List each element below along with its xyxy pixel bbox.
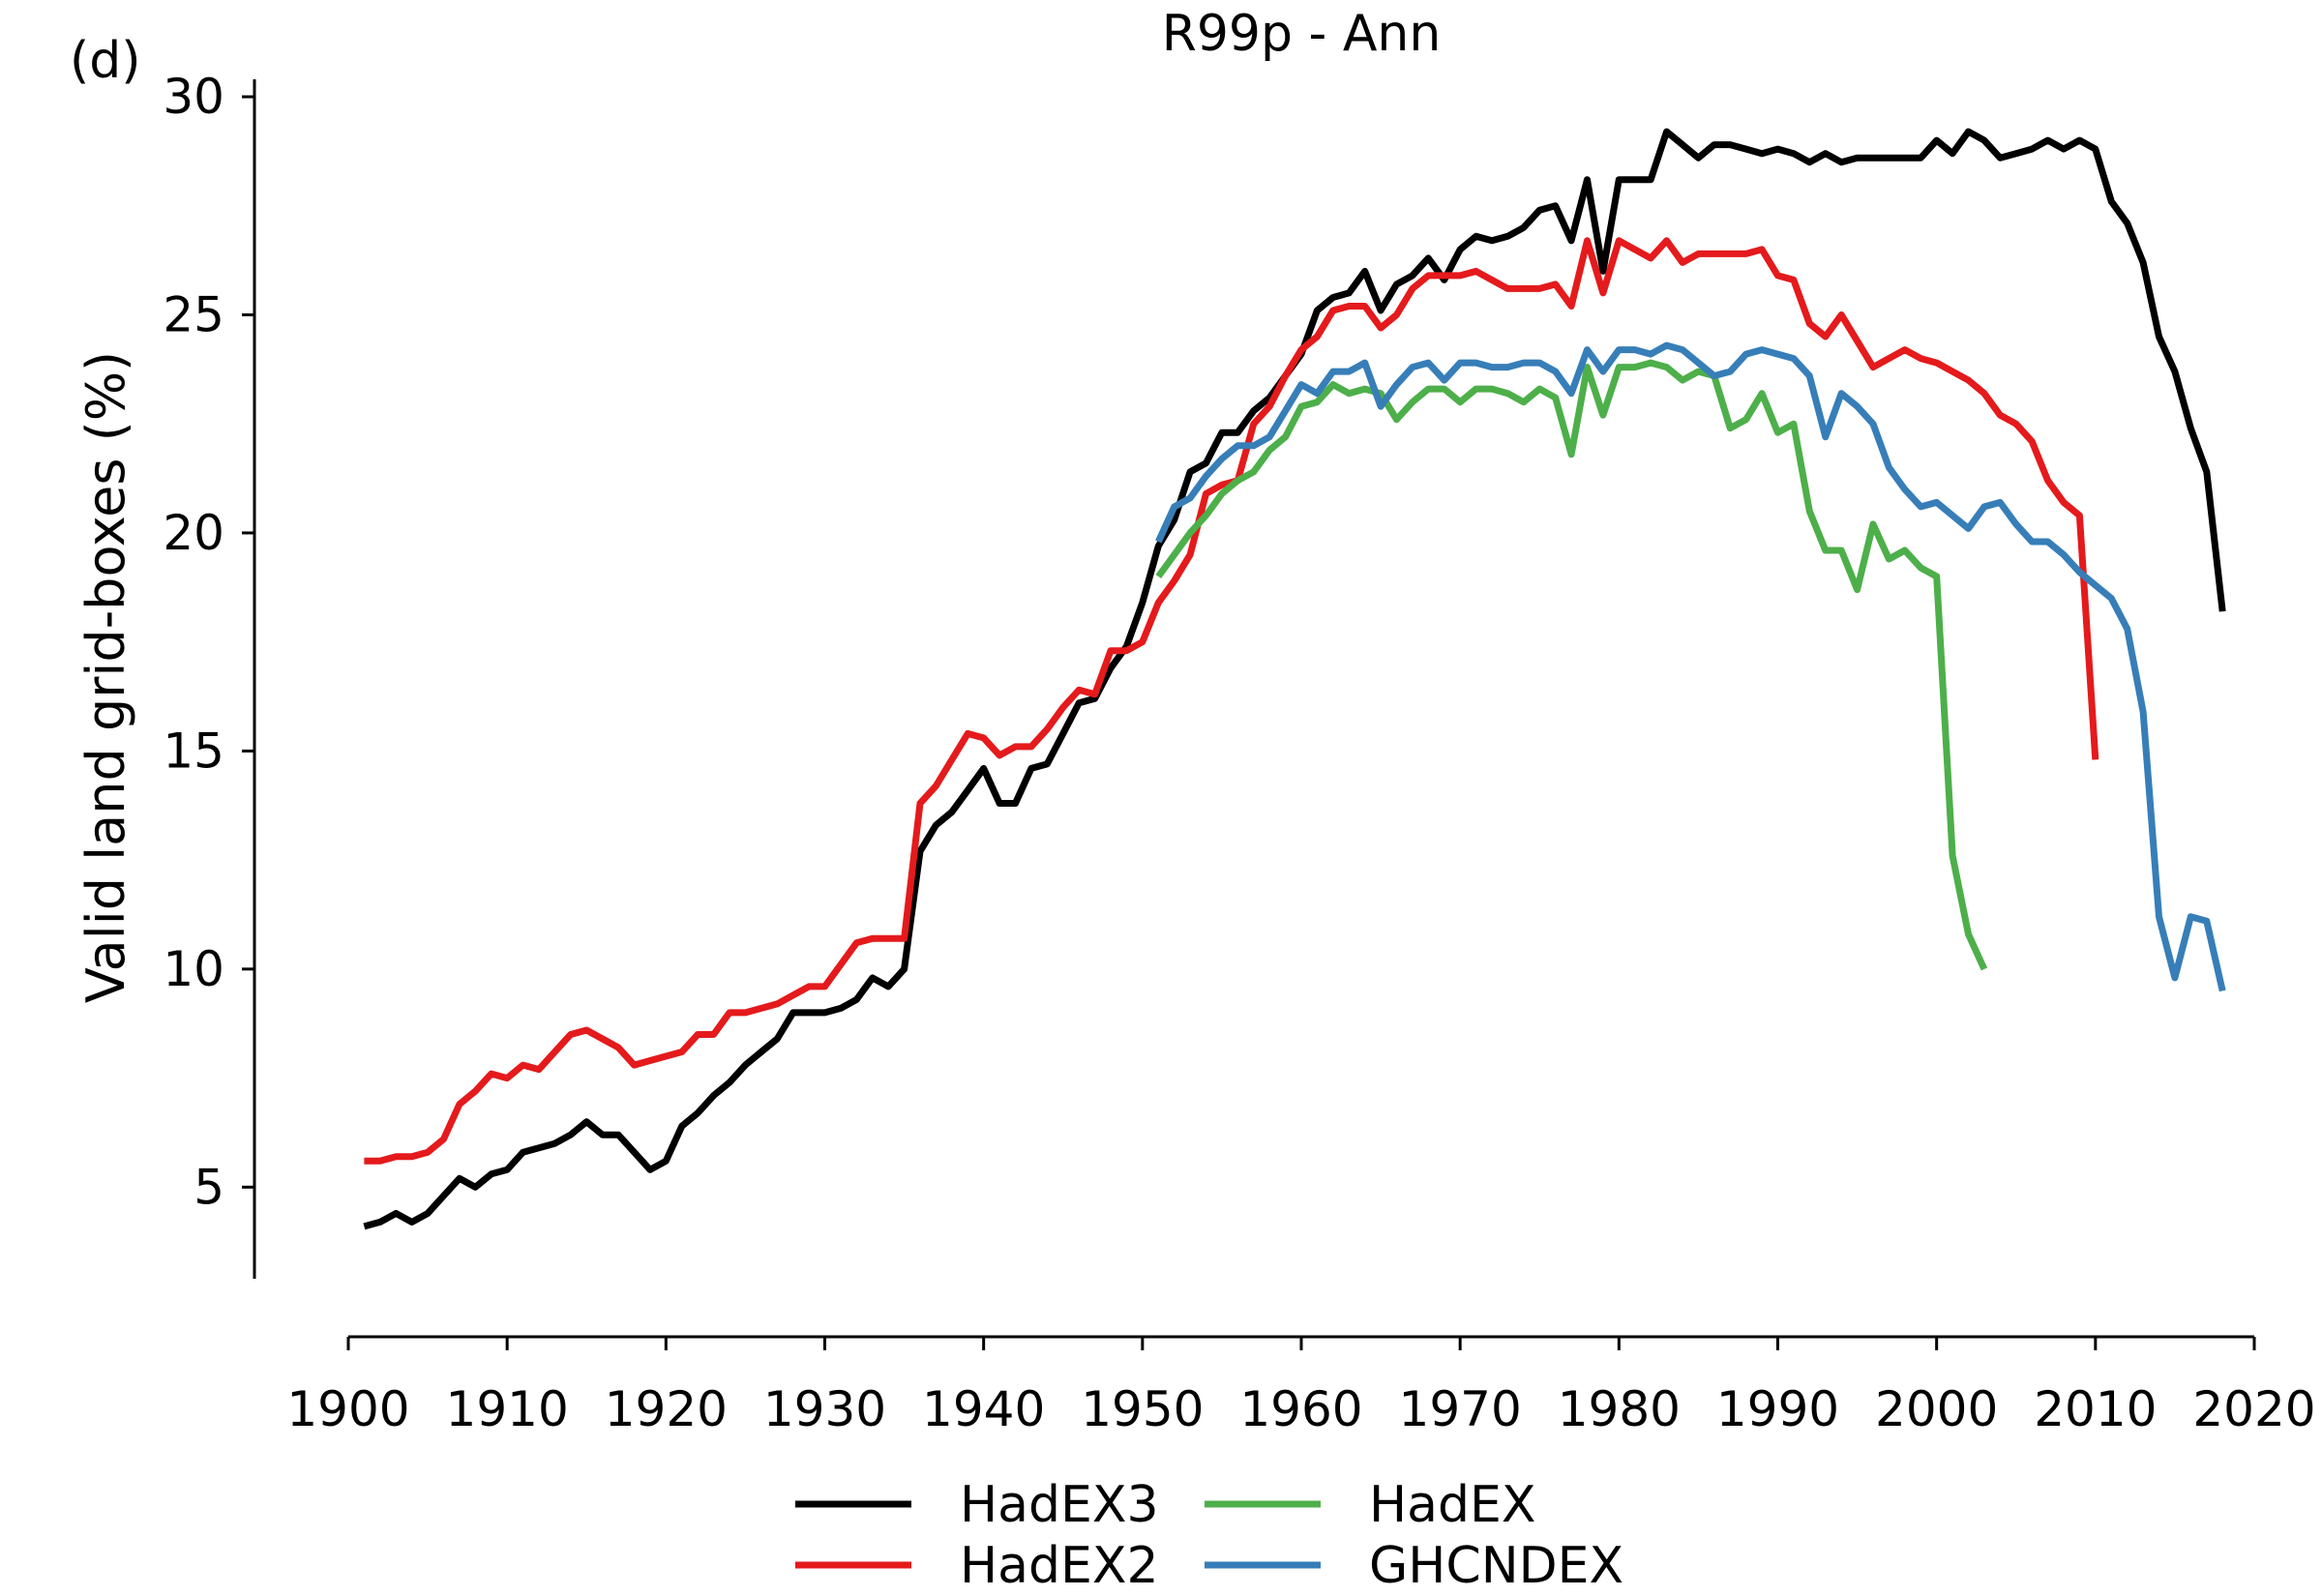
x-tick-label: 1960 [1239, 1381, 1362, 1437]
x-tick-label: 2010 [2034, 1381, 2157, 1437]
y-tick-label: 20 [163, 505, 224, 561]
series-line-hadex [1155, 359, 1988, 971]
y-tick-label: 25 [163, 286, 224, 342]
y-axis-label: Valid land grid-boxes (%) [75, 351, 136, 1003]
y-ticks: 5 10 15 20 25 30 [163, 69, 254, 1215]
x-tick-label: 1930 [763, 1381, 886, 1437]
x-tick-label: 1910 [446, 1381, 569, 1437]
x-tick-label: 1970 [1399, 1381, 1522, 1437]
legend-label-hadex2: HadEX2 [960, 1537, 1159, 1595]
x-tick-label: 2000 [1875, 1381, 1998, 1437]
legend-label-hadex3: HadEX3 [960, 1476, 1159, 1534]
legend-label-hadex: HadEX [1369, 1476, 1535, 1534]
panel-label: (d) [70, 32, 141, 90]
x-ticks: 1900 1910 1920 1930 1940 1950 1960 1970 1980 1990… [286, 1337, 2316, 1437]
x-tick-label: 1900 [286, 1381, 409, 1437]
series-line-ghcndex [1155, 341, 2226, 992]
y-tick-label: 30 [163, 69, 224, 125]
x-tick-label: 2020 [2192, 1381, 2315, 1437]
x-tick-label: 1950 [1081, 1381, 1204, 1437]
x-tick-label: 1920 [605, 1381, 728, 1437]
x-tick-label: 1940 [922, 1381, 1045, 1437]
y-tick-label: 15 [163, 723, 224, 779]
legend-label-ghcndex: GHCNDEX [1369, 1537, 1623, 1595]
y-tick-label: 10 [163, 941, 224, 997]
x-tick-label: 1980 [1558, 1381, 1681, 1437]
chart-title: R99p - Ann [1162, 5, 1442, 63]
series-line-hadex2 [364, 237, 2099, 1165]
series-lines [363, 128, 2226, 1230]
x-tick-label: 1990 [1716, 1381, 1839, 1437]
y-tick-label: 5 [194, 1159, 224, 1215]
